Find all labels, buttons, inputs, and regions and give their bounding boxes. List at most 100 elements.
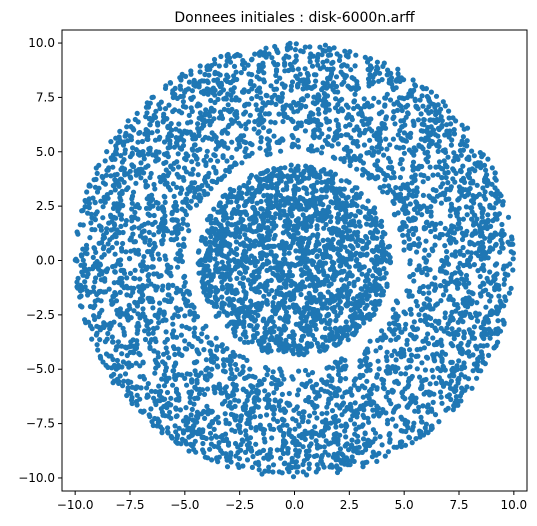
scatter-point [335,341,341,347]
scatter-point [145,220,151,226]
scatter-point [313,316,319,323]
scatter-point [485,278,491,284]
scatter-point [337,298,343,304]
scatter-point [103,351,110,357]
scatter-point [446,237,452,243]
scatter-point [135,311,141,317]
scatter-point [145,211,151,217]
scatter-point [232,397,238,403]
scatter-point [252,243,258,249]
scatter-point [273,67,280,73]
scatter-point [81,265,88,271]
scatter-point [261,293,267,299]
scatter-point [404,341,410,347]
scatter-point [108,139,114,145]
scatter-point [365,198,371,204]
scatter-point [379,239,385,245]
scatter-point [90,254,96,260]
scatter-point [326,209,332,215]
scatter-point [132,267,138,273]
scatter-point [309,370,316,376]
scatter-point [349,273,355,279]
scatter-point [314,238,320,244]
scatter-point [254,395,260,401]
scatter-point [188,71,194,77]
scatter-point [234,246,240,252]
scatter-point [332,309,338,315]
scatter-point [228,450,234,456]
scatter-point [282,68,288,74]
scatter-point [470,291,476,297]
scatter-point [216,63,222,69]
scatter-point [201,347,207,353]
scatter-point [345,104,351,110]
scatter-point [338,243,344,249]
scatter-point [200,440,206,447]
scatter-point [261,376,267,383]
scatter-point [323,221,329,228]
scatter-point [336,227,342,233]
scatter-point [151,232,157,238]
scatter-point [252,286,258,292]
scatter-point [269,374,275,380]
scatter-point [335,251,341,257]
scatter-point [182,338,188,344]
scatter-point [180,103,186,109]
scatter-point [82,279,88,285]
scatter-point [315,106,321,113]
scatter-point [262,325,268,331]
scatter-point [265,229,271,235]
scatter-point [356,302,362,308]
scatter-point [167,187,173,193]
scatter-point [411,87,417,93]
scatter-point [393,78,399,84]
scatter-point [384,281,390,287]
scatter-point [266,128,272,134]
scatter-point [156,383,162,389]
scatter-point [300,254,306,260]
scatter-point [223,203,229,209]
scatter-point [438,283,444,289]
scatter-point [264,320,270,326]
scatter-point [231,330,237,336]
scatter-point [270,172,276,178]
scatter-point [251,335,257,341]
scatter-point [340,108,346,114]
scatter-point [395,380,401,387]
scatter-point [430,352,436,358]
scatter-point [99,239,105,246]
scatter-point [325,179,331,185]
scatter-point [247,112,253,118]
scatter-point [339,193,345,199]
scatter-point [129,206,135,212]
scatter-point [438,220,444,226]
scatter-point [480,185,486,191]
scatter-point [142,328,148,334]
scatter-point [94,342,100,348]
scatter-point [84,189,90,195]
scatter-point [173,305,179,311]
scatter-point [452,179,458,185]
scatter-point [443,196,449,203]
scatter-point [204,386,211,392]
scatter-point [439,349,445,355]
scatter-point [252,51,258,57]
scatter-point [371,265,378,271]
scatter-point [321,209,328,215]
scatter-point [195,161,201,167]
scatter-point [296,186,302,192]
scatter-point [466,156,472,163]
scatter-point [475,356,481,362]
scatter-point [331,341,337,347]
scatter-point [270,243,276,249]
scatter-point [268,277,274,283]
scatter-point [262,388,268,394]
scatter-point [143,205,150,211]
scatter-point [313,438,319,444]
scatter-point [271,294,277,300]
scatter-point [347,228,353,234]
scatter-point [430,374,436,380]
scatter-point [197,69,203,75]
scatter-point [232,259,238,265]
